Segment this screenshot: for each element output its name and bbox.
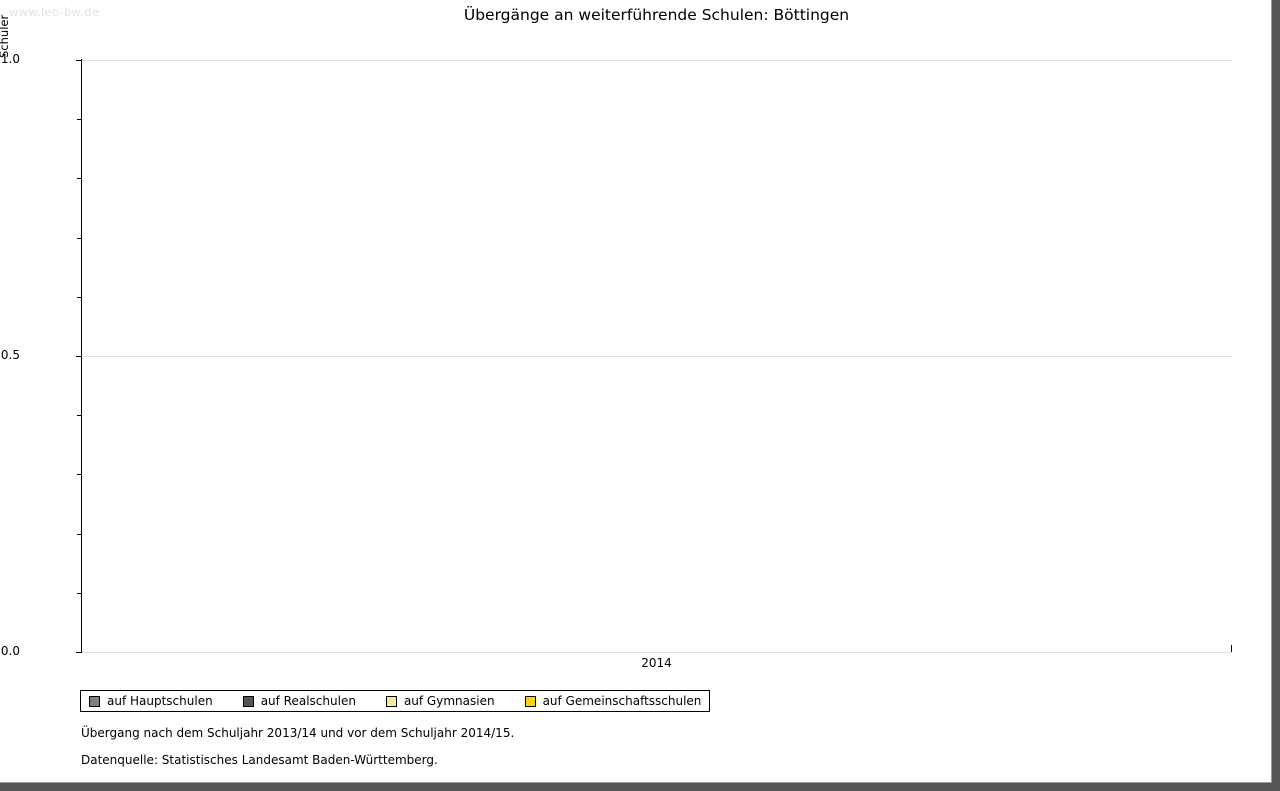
legend-item[interactable]: auf Hauptschulen	[89, 694, 213, 708]
legend-item-label: auf Realschulen	[260, 694, 356, 708]
y-tick-label: 1.0	[0, 52, 20, 66]
gridline	[81, 60, 1232, 61]
y-tick-major	[76, 60, 82, 61]
y-tick-minor	[77, 178, 82, 180]
legend-item-label: auf Gemeinschaftsschulen	[542, 694, 702, 708]
y-tick-label: 0.5	[0, 348, 20, 362]
chart-legend: auf Hauptschulen auf Realschulen auf Gymna…	[80, 690, 711, 712]
y-tick-major	[76, 652, 82, 653]
x-axis-end-tick	[1231, 645, 1232, 653]
y-tick-label: 0.0	[0, 644, 20, 658]
gridline	[81, 356, 1232, 357]
watermark-text: www.leo-bw.de	[9, 5, 100, 19]
legend-item[interactable]: auf Gemeinschaftsschulen	[524, 694, 702, 708]
legend-item-label: auf Hauptschulen	[107, 694, 213, 708]
legend-color-swatch	[385, 695, 397, 707]
footnote-transition-note: Übergang nach dem Schuljahr 2013/14 und …	[81, 726, 515, 740]
chart-title: Übergänge an weiterführende Schulen: Böt…	[463, 6, 850, 24]
footnote-data-source: Datenquelle: Statistisches Landesamt Bad…	[81, 753, 438, 767]
legend-color-swatch	[89, 695, 100, 707]
y-tick-major	[76, 356, 82, 357]
legend-item[interactable]: auf Realschulen	[242, 694, 356, 708]
chart-figure: www.leo-bw.de Übergänge an weiterführend…	[0, 5, 1232, 670]
plot-area: 0.0 0.5 1.0	[1, 52, 1232, 658]
y-tick-minor	[77, 474, 82, 476]
legend-item[interactable]: auf Gymnasien	[385, 694, 495, 708]
y-tick-minor	[77, 415, 82, 417]
legend-item-label: auf Gymnasien	[403, 694, 495, 708]
legend-color-swatch	[524, 695, 536, 707]
y-tick-minor	[77, 237, 82, 239]
y-tick-minor	[77, 119, 82, 121]
legend-color-swatch	[242, 695, 254, 707]
gridline	[81, 652, 1232, 653]
y-tick-minor	[77, 296, 82, 298]
x-tick-label: 2014	[641, 656, 672, 670]
y-tick-minor	[77, 533, 82, 535]
y-tick-minor	[77, 592, 82, 594]
